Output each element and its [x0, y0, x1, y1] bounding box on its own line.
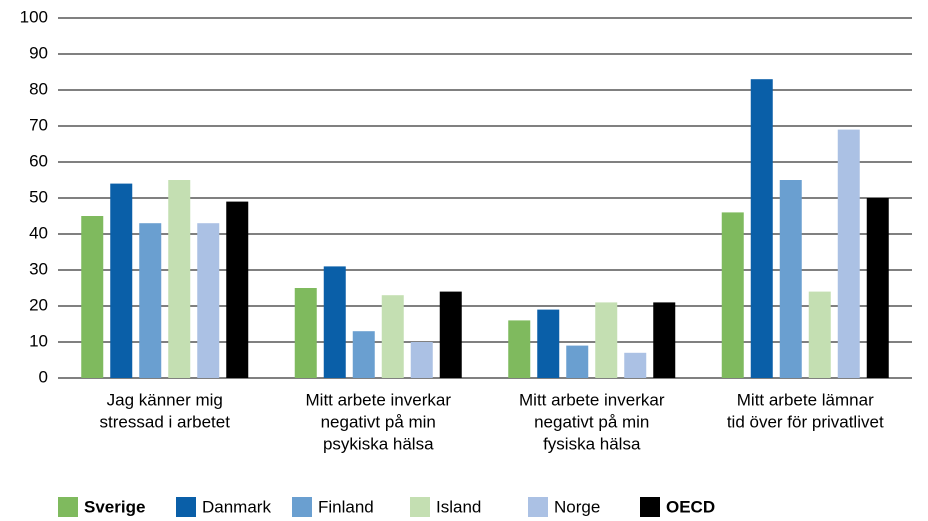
y-tick-label: 70: [29, 115, 48, 134]
x-tick-label: Mitt arbete inverkar: [519, 390, 665, 409]
bar: [352, 331, 375, 378]
y-tick-label: 10: [29, 331, 48, 350]
legend-swatch: [640, 497, 660, 517]
y-tick-label: 80: [29, 79, 48, 98]
legend-swatch: [292, 497, 312, 517]
x-tick-label: stressad i arbetet: [100, 412, 231, 431]
bar: [866, 198, 889, 378]
y-tick-label: 20: [29, 295, 48, 314]
bar: [721, 212, 744, 378]
legend-label: OECD: [666, 497, 715, 516]
bar: [537, 309, 560, 378]
legend-label: Finland: [318, 497, 374, 516]
x-tick-label: Mitt arbete inverkar: [306, 390, 452, 409]
bar: [323, 266, 346, 378]
x-tick-label: psykiska hälsa: [323, 434, 434, 453]
y-tick-label: 90: [29, 43, 48, 62]
legend-label: Danmark: [202, 497, 271, 516]
legend-swatch: [176, 497, 196, 517]
bar: [410, 342, 433, 378]
y-tick-label: 40: [29, 223, 48, 242]
bar: [837, 129, 860, 378]
legend-swatch: [410, 497, 430, 517]
legend-swatch: [58, 497, 78, 517]
bar: [294, 288, 317, 378]
legend-swatch: [528, 497, 548, 517]
bar: [139, 223, 162, 378]
bar: [808, 291, 831, 378]
y-tick-label: 60: [29, 151, 48, 170]
y-tick-label: 0: [39, 367, 48, 386]
bar: [81, 216, 104, 378]
x-tick-label: tid över för privatlivet: [727, 412, 884, 431]
x-tick-label: Jag känner mig: [107, 390, 223, 409]
bar: [226, 201, 249, 378]
y-tick-label: 30: [29, 259, 48, 278]
bar: [508, 320, 531, 378]
legend-label: Norge: [554, 497, 600, 516]
bar: [197, 223, 220, 378]
legend-label: Island: [436, 497, 481, 516]
x-tick-label: negativt på min: [321, 412, 436, 431]
bar: [566, 345, 589, 378]
bar: [439, 291, 462, 378]
x-tick-label: fysiska hälsa: [543, 434, 641, 453]
x-tick-label: Mitt arbete lämnar: [737, 390, 874, 409]
legend-label: Sverige: [84, 497, 145, 516]
bar: [595, 302, 618, 378]
bar: [168, 180, 191, 378]
bar: [110, 183, 133, 378]
y-tick-label: 100: [20, 7, 48, 26]
y-tick-label: 50: [29, 187, 48, 206]
bar: [381, 295, 404, 378]
bar: [653, 302, 676, 378]
bar: [624, 352, 647, 378]
x-tick-label: negativt på min: [534, 412, 649, 431]
bar: [779, 180, 802, 378]
bar: [750, 79, 773, 378]
